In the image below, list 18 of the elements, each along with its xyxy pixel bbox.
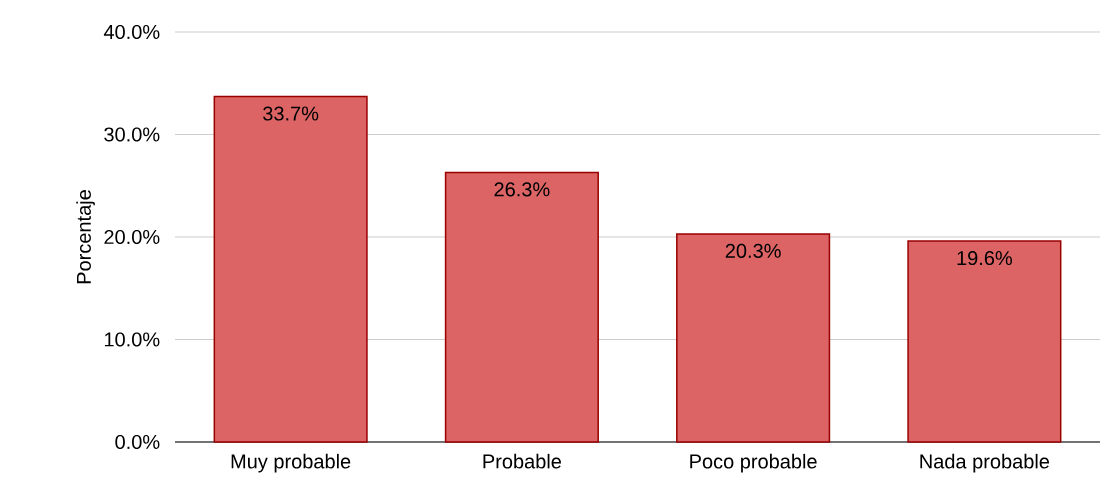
data-label: 33.7% [263, 106, 319, 121]
bar [444, 171, 599, 443]
y-tick-label: 20.0% [104, 229, 160, 245]
data-label: 20.3% [725, 243, 781, 258]
x-tick-label: Nada probable [920, 453, 1050, 473]
data-label: 19.6% [957, 250, 1013, 266]
data-label: 26.3% [494, 182, 550, 197]
bar [213, 95, 368, 443]
y-tick-label: 30.0% [104, 127, 160, 142]
y-tick-label: 0.0% [115, 434, 160, 450]
y-tick-label: 10.0% [104, 332, 160, 347]
y-axis-title: Porcentaje [76, 190, 95, 284]
bar [907, 240, 1062, 443]
bar [676, 233, 831, 443]
x-tick-label: Poco probable [690, 453, 817, 473]
x-tick-label: Probable [483, 453, 561, 469]
x-tick-label: Muy probable [231, 453, 351, 473]
y-tick-label: 40.0% [103, 24, 160, 40]
